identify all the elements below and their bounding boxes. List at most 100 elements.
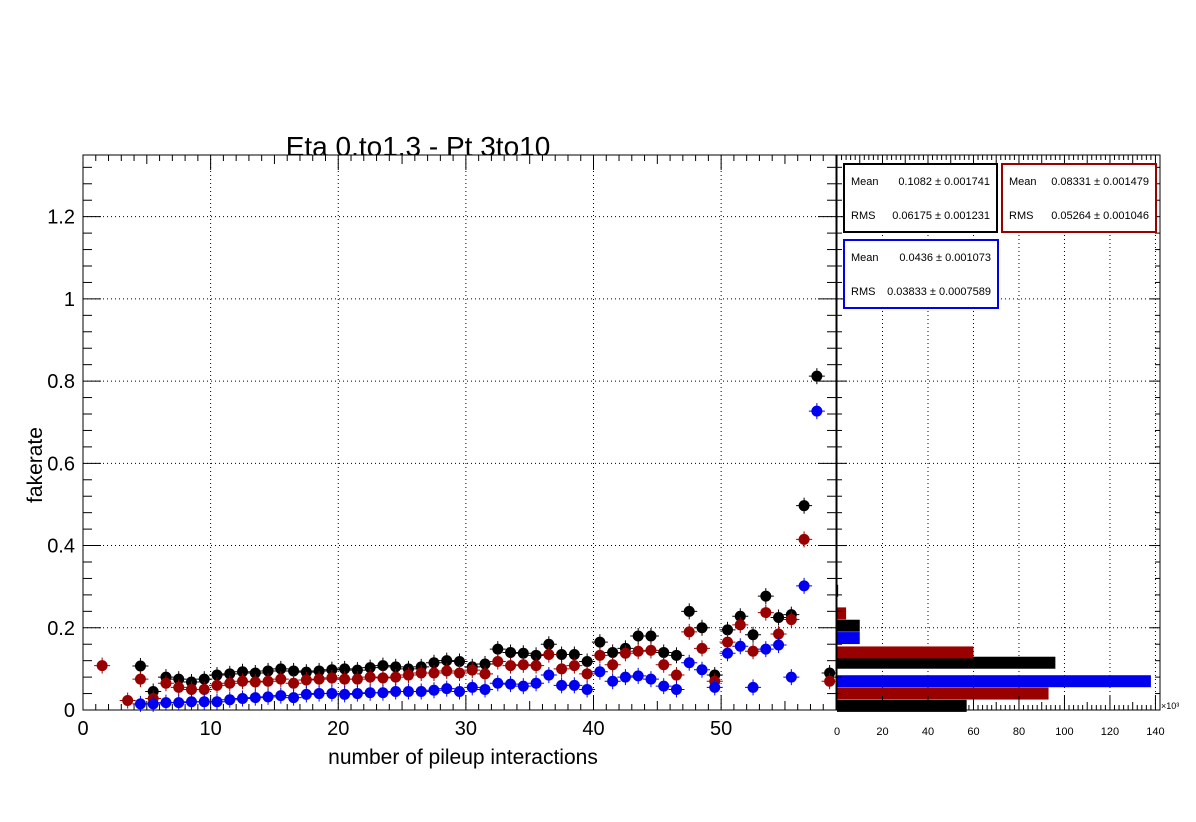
histogram-bar xyxy=(837,687,1049,700)
data-point xyxy=(390,661,402,673)
data-point xyxy=(364,671,376,683)
data-point xyxy=(619,671,631,683)
stat-box-frame xyxy=(843,239,999,309)
data-point xyxy=(198,683,210,695)
data-point xyxy=(773,639,785,651)
data-point xyxy=(390,686,402,697)
data-point xyxy=(645,644,657,656)
data-point xyxy=(505,678,517,690)
data-point xyxy=(556,679,568,691)
data-point xyxy=(428,667,440,679)
data-point xyxy=(722,647,734,659)
data-point xyxy=(607,659,619,671)
side-x-tick-label: 60 xyxy=(967,726,979,738)
data-point xyxy=(696,642,708,654)
data-point xyxy=(237,675,249,687)
data-point xyxy=(543,669,555,681)
plot-background xyxy=(83,155,836,710)
data-point xyxy=(492,643,504,655)
data-point xyxy=(568,679,580,691)
data-point xyxy=(326,688,338,700)
y-axis-label: fakerate xyxy=(24,427,47,503)
data-point xyxy=(224,668,236,680)
stat-rms-label: RMS xyxy=(1009,210,1033,222)
data-point xyxy=(364,662,376,674)
y-tick-label: 1 xyxy=(64,289,75,311)
data-point xyxy=(288,692,300,704)
data-point xyxy=(670,649,682,661)
data-point xyxy=(185,683,197,695)
data-point xyxy=(760,643,772,655)
data-point xyxy=(505,660,517,672)
data-point xyxy=(683,657,695,669)
data-point xyxy=(479,658,491,670)
stat-box: Mean 0.08331 ± 0.001479 RMS 0.05264 ± 0.001… xyxy=(1001,163,1157,233)
data-point xyxy=(428,657,440,669)
histogram-bar xyxy=(837,656,1056,669)
data-point xyxy=(402,669,414,681)
histogram-bar xyxy=(837,646,974,659)
data-point xyxy=(351,688,363,700)
data-point xyxy=(377,660,389,672)
plot-frame xyxy=(82,154,837,711)
data-point xyxy=(364,687,376,699)
side-background xyxy=(837,155,1160,710)
data-point xyxy=(607,646,619,658)
data-point xyxy=(415,686,427,697)
data-point xyxy=(454,667,465,679)
data-point xyxy=(300,674,312,686)
stat-box: Mean 0.1082 ± 0.001741 RMS 0.06175 ± 0.0012… xyxy=(843,163,998,233)
data-point xyxy=(224,677,236,689)
data-point xyxy=(568,660,580,672)
data-point xyxy=(696,664,708,676)
stat-box-frame xyxy=(1001,163,1157,233)
data-point xyxy=(581,668,593,680)
data-point xyxy=(530,649,542,661)
data-point xyxy=(670,669,682,681)
data-point xyxy=(351,673,363,685)
data-point xyxy=(760,607,772,619)
data-point xyxy=(760,590,772,602)
data-point xyxy=(581,655,593,667)
data-point xyxy=(773,612,785,623)
data-point xyxy=(658,680,670,692)
data-point xyxy=(734,640,746,652)
histogram-bar xyxy=(837,632,860,645)
x-tick-label: 50 xyxy=(710,718,732,740)
data-point xyxy=(747,629,759,641)
data-point xyxy=(351,664,363,676)
data-point xyxy=(160,697,172,709)
data-point xyxy=(517,659,529,671)
stat-rms-label: RMS xyxy=(851,210,875,222)
data-point xyxy=(454,655,465,667)
data-point xyxy=(275,663,287,675)
data-point xyxy=(122,695,134,707)
data-point xyxy=(339,688,351,700)
data-point xyxy=(288,677,300,689)
side-x-tick-label: 100 xyxy=(1055,726,1073,738)
data-point xyxy=(428,684,440,696)
y-tick-label: 0 xyxy=(64,700,75,722)
data-point xyxy=(288,665,300,677)
data-point xyxy=(734,619,746,631)
data-point xyxy=(249,692,261,704)
data-point xyxy=(492,677,504,689)
stat-mean-label: Mean xyxy=(851,252,879,264)
histogram-bar xyxy=(837,619,860,632)
side-frame xyxy=(836,154,1161,711)
data-point xyxy=(441,665,453,677)
data-point xyxy=(734,610,746,622)
stat-mean-label: Mean xyxy=(851,176,879,188)
data-point xyxy=(173,673,185,685)
data-point xyxy=(249,676,261,688)
data-point xyxy=(390,671,402,683)
x-axis-label: number of pileup interactions xyxy=(328,746,598,769)
stat-mean-value: 0.0436 ± 0.001073 xyxy=(899,252,991,264)
data-point xyxy=(326,664,338,676)
data-point xyxy=(581,683,593,695)
data-point xyxy=(326,672,338,684)
stat-box: Mean 0.0436 ± 0.001073 RMS 0.03833 ± 0.0007… xyxy=(843,239,999,309)
data-point xyxy=(530,677,542,689)
stat-mean-value: 0.1082 ± 0.001741 xyxy=(898,176,990,188)
data-point xyxy=(632,645,644,657)
